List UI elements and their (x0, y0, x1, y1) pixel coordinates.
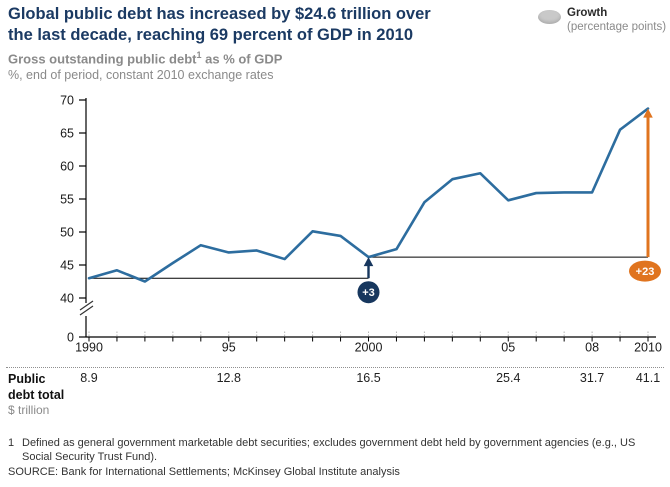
footnote-text: Defined as general government marketable… (22, 437, 636, 463)
axis-break-icon (79, 300, 94, 311)
x-tick-label: 05 (501, 341, 515, 355)
footnote-number: 1 (8, 437, 15, 449)
growth-badge-label: +23 (636, 266, 655, 278)
legend-label: Growth (567, 7, 608, 19)
y-tick-label: 45 (60, 259, 74, 273)
debt-total-value: 25.4 (496, 371, 521, 385)
source-line: SOURCE: Bank for International Settlemen… (8, 466, 400, 478)
x-tick-label: 1990 (75, 341, 103, 355)
footnote-marker: 1 (196, 50, 202, 60)
debt-total-value: 16.5 (356, 371, 381, 385)
growth-arrowhead (363, 257, 374, 267)
debt-total-value: 41.1 (635, 371, 661, 385)
chart-subnote: %, end of period, constant 2010 exchange… (8, 68, 274, 82)
subtitle-text: Gross outstanding public debt (8, 51, 197, 67)
y-tick-label: 40 (60, 292, 74, 306)
table-row-unit: $ trillion (8, 403, 50, 417)
legend-sublabel: (percentage points) (567, 21, 667, 33)
growth-arrowhead (643, 108, 653, 118)
growth-badge (357, 281, 380, 304)
footnote: 1 Defined as general government marketab… (8, 437, 648, 464)
growth-badge-label: +3 (362, 287, 375, 299)
chart-subtitle: Gross outstanding public debt1 as % of G… (8, 50, 282, 66)
y-tick-label: 55 (60, 193, 74, 207)
x-tick-label: 08 (585, 341, 599, 355)
debt-total-value: 12.8 (216, 371, 241, 385)
x-tick-label: 2000 (355, 341, 383, 355)
y-tick-label: 50 (60, 226, 74, 240)
subtitle-text-rest: as % of GDP (201, 51, 283, 67)
y-tick-label: 70 (60, 94, 74, 108)
page-title: Global public debt has increased by $24.… (8, 4, 538, 46)
table-separator-line (6, 367, 664, 368)
x-tick-label: 2010 (634, 341, 662, 355)
title-line-2: the last decade, reaching 69 percent of … (8, 26, 414, 44)
debt-total-values: 8.9 12.8 16.5 25.4 31.7 41.1 (0, 371, 670, 389)
y-tick-label: 0 (67, 331, 74, 345)
x-tick-label: 95 (222, 341, 236, 355)
table-row-label: Public debt total (8, 372, 65, 402)
title-line-1: Global public debt has increased by $24.… (8, 5, 431, 23)
debt-total-value: 8.9 (80, 371, 98, 385)
axis-break-icon (79, 305, 94, 316)
y-tick-label: 60 (60, 160, 74, 174)
growth-swatch-icon (538, 10, 561, 24)
growth-badge (629, 260, 661, 282)
debt-line-series (87, 107, 650, 283)
y-tick-label: 65 (60, 127, 74, 141)
debt-total-value: 31.7 (579, 371, 605, 385)
